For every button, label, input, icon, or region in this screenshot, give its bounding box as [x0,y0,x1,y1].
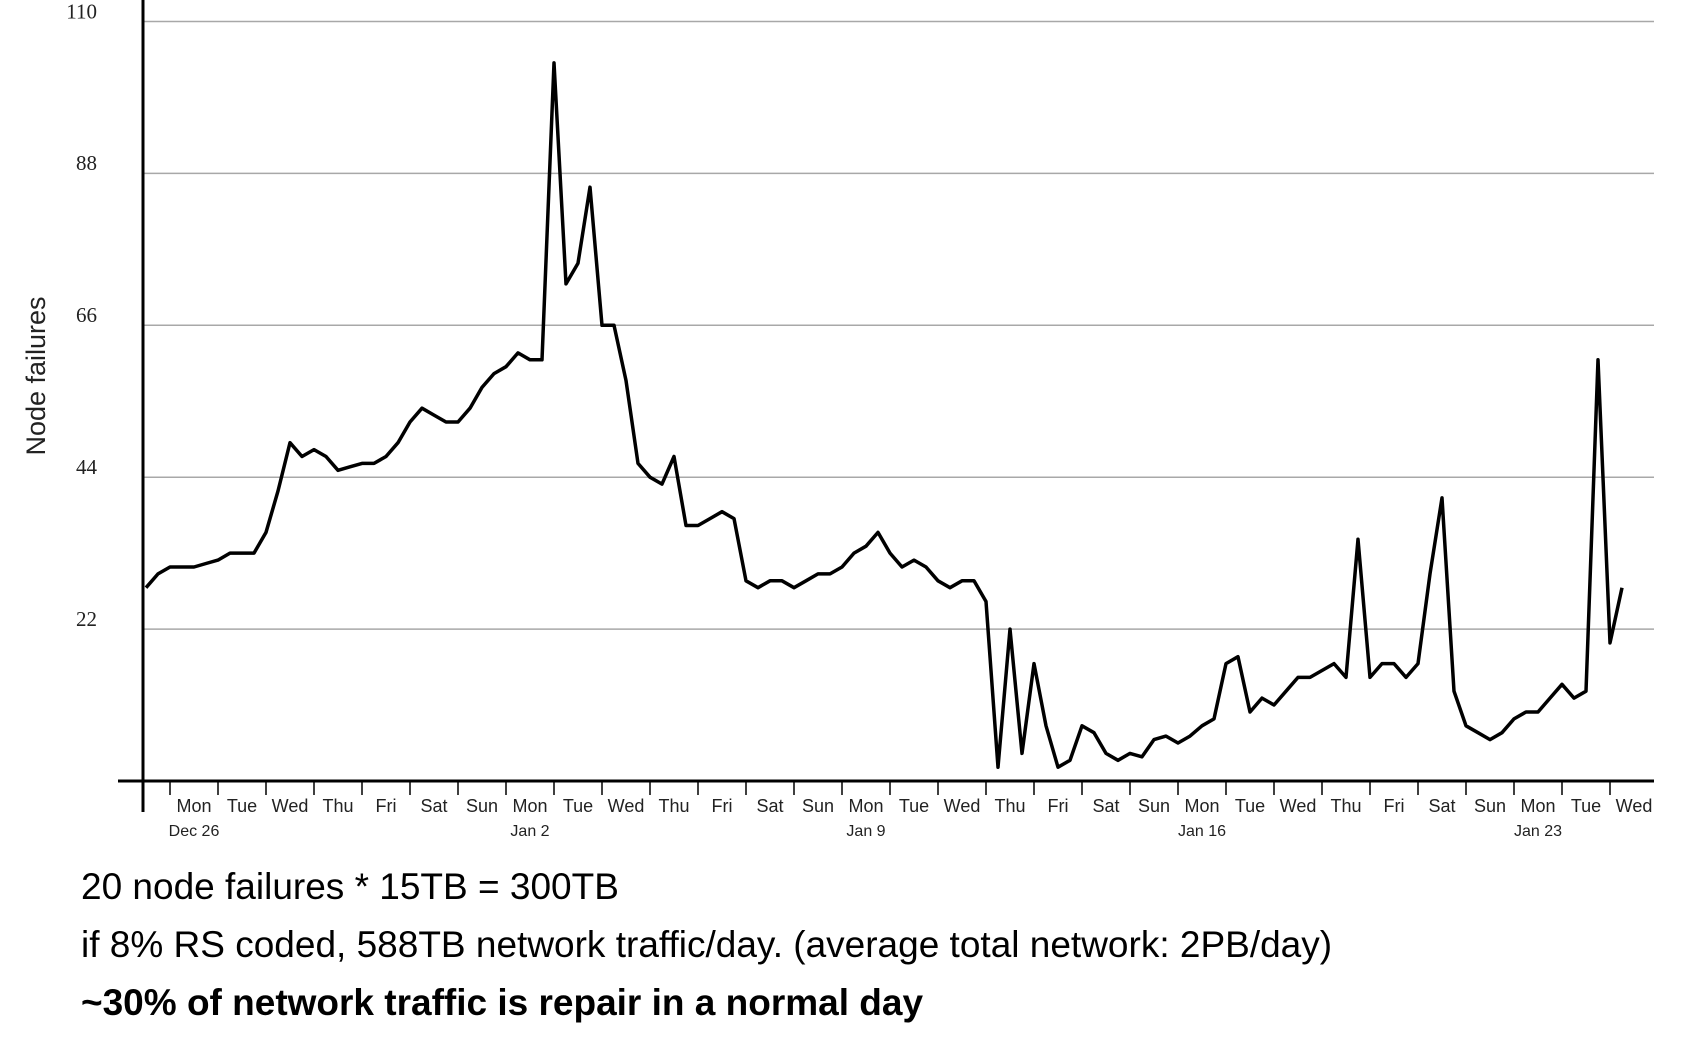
x-tick-label: Sat [1428,796,1455,816]
y-tick-label: 66 [76,303,97,327]
x-tick-label: Thu [658,796,689,816]
x-tick-label: Wed [1280,796,1317,816]
x-tick-label: Sat [756,796,783,816]
x-tick-label: Mon [1184,796,1219,816]
x-tick-label: Mon [512,796,547,816]
x-tick-label: Sun [1138,796,1170,816]
x-tick-label: Thu [322,796,353,816]
x-tick-label: Sat [1092,796,1119,816]
y-tick-label: 110 [66,0,97,23]
y-tick-label: 88 [76,151,97,175]
note-line: if 8% RS coded, 588TB network traffic/da… [81,924,1333,965]
x-tick-label: Wed [272,796,309,816]
x-tick-label: Mon [848,796,883,816]
x-tick-label: Wed [608,796,645,816]
x-date-label: Jan 9 [846,823,885,840]
y-tick-label: 44 [76,455,98,479]
x-tick-label: Sun [466,796,498,816]
x-tick-label: Tue [227,796,257,816]
x-tick-label: Tue [563,796,593,816]
chart: Node failures 22 44 66 88 110 Mon Tue Wed Thu Fri… [21,0,1654,840]
y-tick-label: 22 [76,607,97,631]
x-tick-label: Wed [1616,796,1653,816]
note-line: ~30% of network traffic is repair in a n… [81,982,924,1023]
x-tick-label: Sat [420,796,447,816]
x-date-label: Dec 26 [169,823,220,840]
x-date-label: Jan 16 [1178,823,1226,840]
x-tick-label: Tue [1571,796,1601,816]
x-tick-label: Fri [712,796,733,816]
x-tick-label: Tue [1235,796,1265,816]
x-date-label: Jan 23 [1514,823,1562,840]
x-tick-label: Mon [1520,796,1555,816]
x-date-label: Jan 2 [510,823,549,840]
x-tick-label: Tue [899,796,929,816]
x-tick-label: Fri [1048,796,1069,816]
x-tick-label: Sun [802,796,834,816]
x-tick-label: Thu [994,796,1025,816]
x-tick-label: Thu [1330,796,1361,816]
x-tick-label: Sun [1474,796,1506,816]
x-tick-label: Fri [1384,796,1405,816]
data-line [144,61,1624,769]
x-tick-label: Mon [176,796,211,816]
y-axis-label: Node failures [21,296,51,455]
x-tick-label: Fri [376,796,397,816]
note-line: 20 node failures * 15TB = 300TB [81,866,619,907]
x-tick-label: Wed [944,796,981,816]
